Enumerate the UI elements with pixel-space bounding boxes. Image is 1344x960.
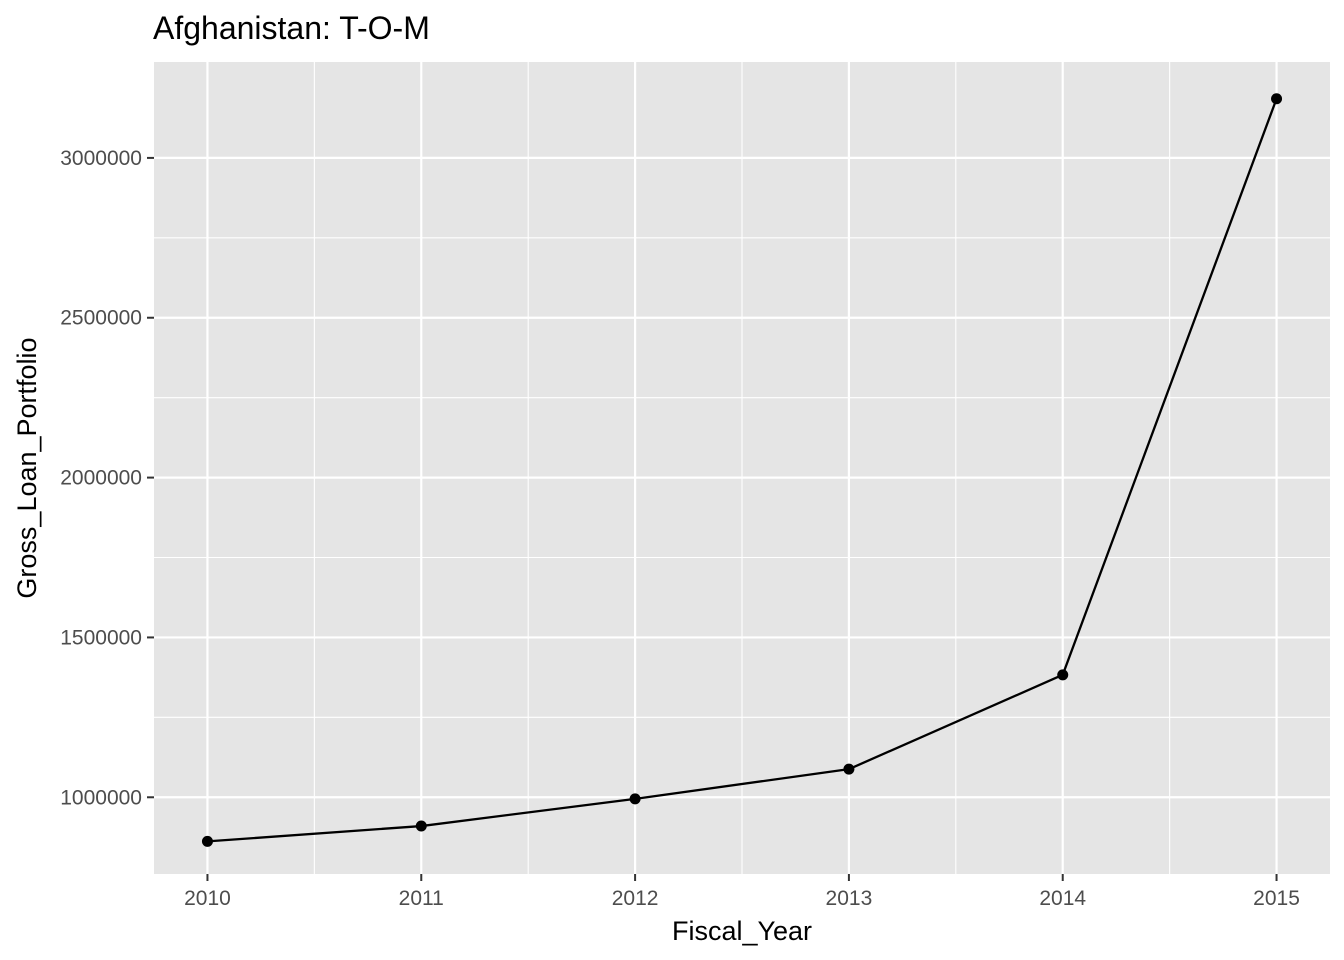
y-tick-label: 2000000 xyxy=(60,467,142,490)
x-tick-label: 2011 xyxy=(399,887,444,910)
x-tick-label: 2012 xyxy=(612,887,659,910)
y-axis-title: Gross_Loan_Portfolio xyxy=(12,337,42,598)
data-point xyxy=(1271,93,1283,105)
major-gridlines xyxy=(154,62,1330,874)
data-point xyxy=(201,835,213,847)
x-tick-label: 2010 xyxy=(184,887,231,910)
y-tick-label: 1000000 xyxy=(60,786,142,809)
x-axis-title: Fiscal_Year xyxy=(672,916,812,946)
y-tick-label: 2500000 xyxy=(60,307,142,330)
x-tick-label: 2014 xyxy=(1039,887,1086,910)
data-series xyxy=(201,93,1283,847)
data-point xyxy=(415,820,427,832)
y-tick-label: 3000000 xyxy=(60,147,142,170)
y-tick-label: 1500000 xyxy=(60,626,142,649)
data-point xyxy=(1057,669,1069,681)
x-tick-label: 2015 xyxy=(1253,887,1300,910)
series-line xyxy=(207,98,1278,843)
x-axis: 2010 2011 2012 2013 2014 2015 xyxy=(184,874,1300,910)
minor-gridlines xyxy=(154,62,1330,874)
chart-title: Afghanistan: T-O-M xyxy=(153,10,430,46)
data-point xyxy=(843,763,855,775)
y-axis: 1000000 1500000 2000000 2500000 3000000 xyxy=(60,147,154,809)
x-tick-label: 2013 xyxy=(826,887,873,910)
data-point xyxy=(629,793,641,805)
